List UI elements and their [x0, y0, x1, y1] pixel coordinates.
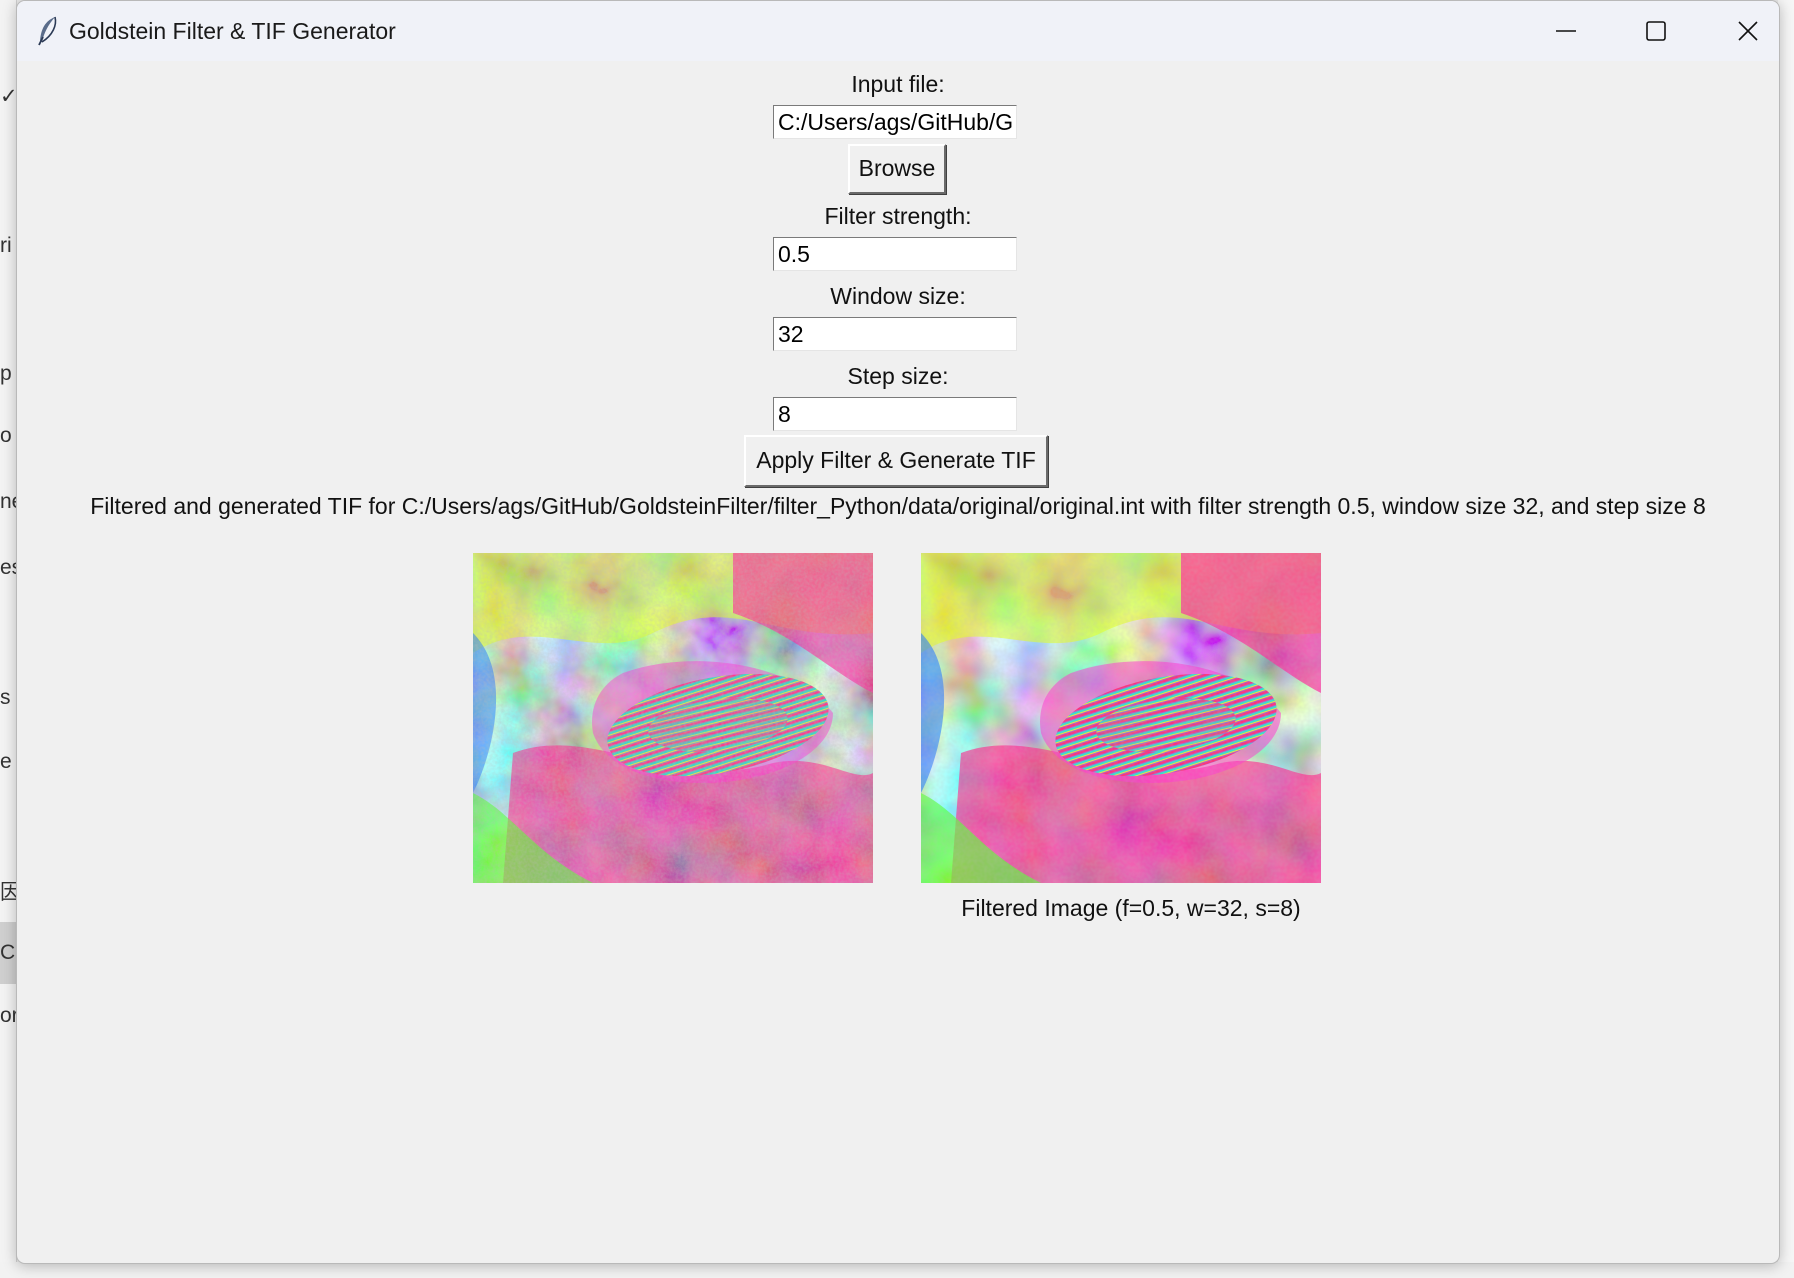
input-file-field[interactable]: [773, 105, 1017, 139]
title-bar[interactable]: Goldstein Filter & TIF Generator: [17, 1, 1779, 61]
app-window: Goldstein Filter & TIF Generator Input f…: [16, 0, 1780, 1264]
step-size-field[interactable]: [773, 397, 1017, 431]
window-size-label: Window size:: [830, 283, 966, 309]
background-fragment: o: [0, 424, 12, 447]
background-fragment: ✓: [0, 85, 17, 108]
background-bottom-strip: [0, 1262, 1794, 1278]
window-title: Goldstein Filter & TIF Generator: [69, 18, 396, 44]
background-fragment: p: [0, 362, 12, 385]
maximize-button[interactable]: [1611, 1, 1701, 61]
filtered-interferogram: [921, 553, 1321, 883]
browse-button[interactable]: Browse: [848, 144, 946, 194]
filter-strength-field[interactable]: [773, 237, 1017, 271]
original-image: [473, 553, 873, 883]
background-fragment: s: [0, 686, 11, 709]
maximize-icon: [1646, 21, 1666, 41]
background-fragment: ne: [0, 490, 16, 513]
minimize-button[interactable]: [1521, 1, 1611, 61]
filter-strength-label: Filter strength:: [824, 203, 972, 229]
status-message: Filtered and generated TIF for C:/Users/…: [90, 493, 1706, 519]
close-button[interactable]: [1703, 1, 1779, 61]
background-app-strip: ✓ ri p o ne es s e 因 C or: [0, 0, 17, 1278]
background-fragment: es: [0, 556, 16, 579]
feather-icon: [38, 16, 57, 46]
background-fragment: C: [0, 922, 16, 984]
background-fragment: e: [0, 750, 12, 773]
background-fragment: ri: [0, 234, 12, 257]
form-panel: Input file: Browse Filter strength: Wind…: [17, 61, 1779, 1263]
original-interferogram: [473, 553, 873, 883]
filtered-image: [921, 553, 1321, 883]
background-fragment: 因: [0, 876, 16, 906]
step-size-label: Step size:: [847, 363, 949, 389]
window-size-field[interactable]: [773, 317, 1017, 351]
apply-filter-button[interactable]: Apply Filter & Generate TIF: [744, 435, 1048, 487]
input-file-label: Input file:: [851, 71, 945, 97]
filtered-image-caption: Filtered Image (f=0.5, w=32, s=8): [961, 895, 1301, 921]
close-icon: [1738, 21, 1758, 41]
background-fragment: or: [0, 1004, 17, 1027]
minimize-icon: [1556, 30, 1576, 32]
background-right-strip: [1778, 0, 1794, 1278]
